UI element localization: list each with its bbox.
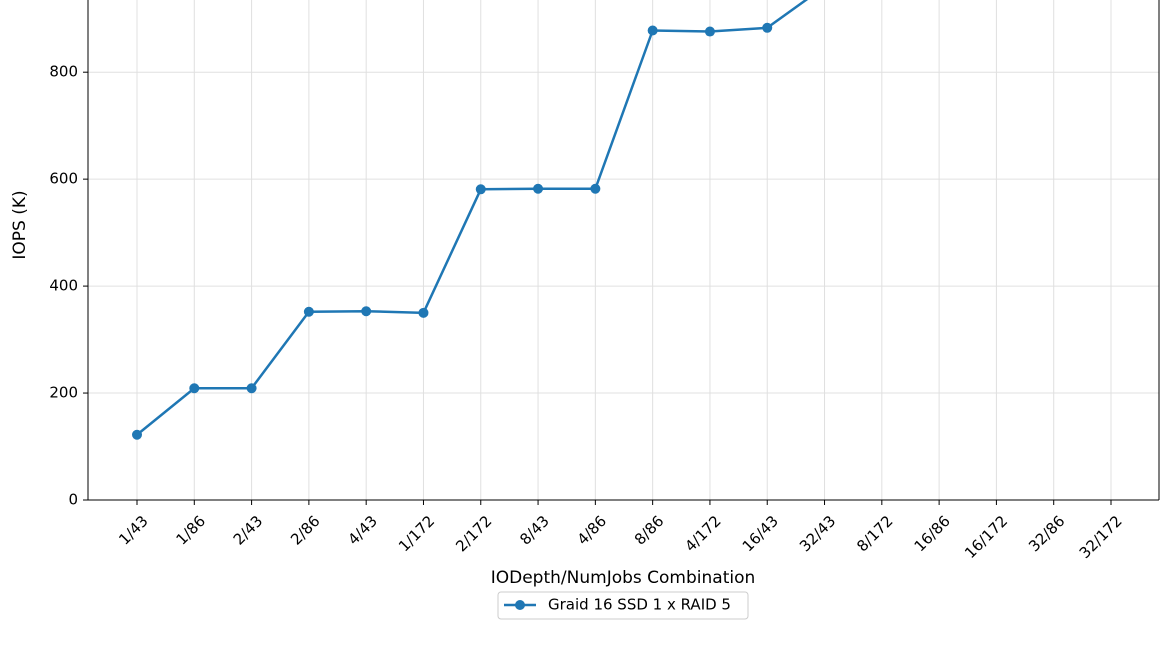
- y-tick-label: 800: [49, 63, 78, 81]
- x-tick-label: 8/86: [631, 512, 668, 549]
- x-tick-label: 2/172: [452, 512, 495, 555]
- y-tick-label: 0: [68, 491, 78, 509]
- x-tick-label: 16/86: [911, 512, 954, 555]
- legend-box: [497, 591, 749, 620]
- y-axis-label: IOPS (K): [10, 190, 30, 259]
- data-point: [762, 22, 773, 33]
- x-tick-label: 1/43: [115, 512, 152, 549]
- y-tick-label: 600: [49, 170, 78, 188]
- data-point: [189, 383, 200, 394]
- x-tick-label: 4/43: [344, 512, 381, 549]
- x-tick-label: 2/43: [230, 512, 267, 549]
- data-point: [647, 25, 658, 36]
- x-tick-label: 8/43: [516, 512, 553, 549]
- data-point: [590, 183, 601, 194]
- grid: [88, 0, 1159, 501]
- y-tick-label: 400: [49, 277, 78, 295]
- data-point: [303, 306, 314, 317]
- data-point: [132, 429, 142, 440]
- x-tick-label: 4/86: [574, 512, 611, 549]
- plot-area: [132, 0, 809, 440]
- legend-label: Graid 16 SSD 1 x RAID 5: [548, 596, 731, 614]
- data-point: [533, 183, 544, 194]
- data-point: [704, 26, 715, 37]
- y-tick-label: 200: [49, 384, 78, 402]
- x-tick-label: 1/86: [172, 512, 209, 549]
- legend-marker: [515, 600, 525, 610]
- data-point: [475, 184, 486, 195]
- data-point: [418, 307, 429, 318]
- x-tick-label: 1/172: [395, 512, 438, 555]
- data-point: [361, 306, 372, 317]
- x-tick-label: 16/172: [961, 512, 1011, 562]
- x-tick-label: 32/172: [1076, 512, 1126, 562]
- x-axis-label: IODepth/NumJobs Combination: [491, 568, 756, 588]
- x-tick-label: 8/172: [853, 512, 896, 555]
- x-tick-label: 16/43: [739, 512, 782, 555]
- x-tick-label: 32/86: [1025, 512, 1068, 555]
- data-point: [246, 383, 257, 394]
- x-tick-label: 32/43: [796, 512, 839, 555]
- x-tick-label: 4/172: [681, 512, 724, 555]
- x-tick-label: 2/86: [287, 512, 324, 549]
